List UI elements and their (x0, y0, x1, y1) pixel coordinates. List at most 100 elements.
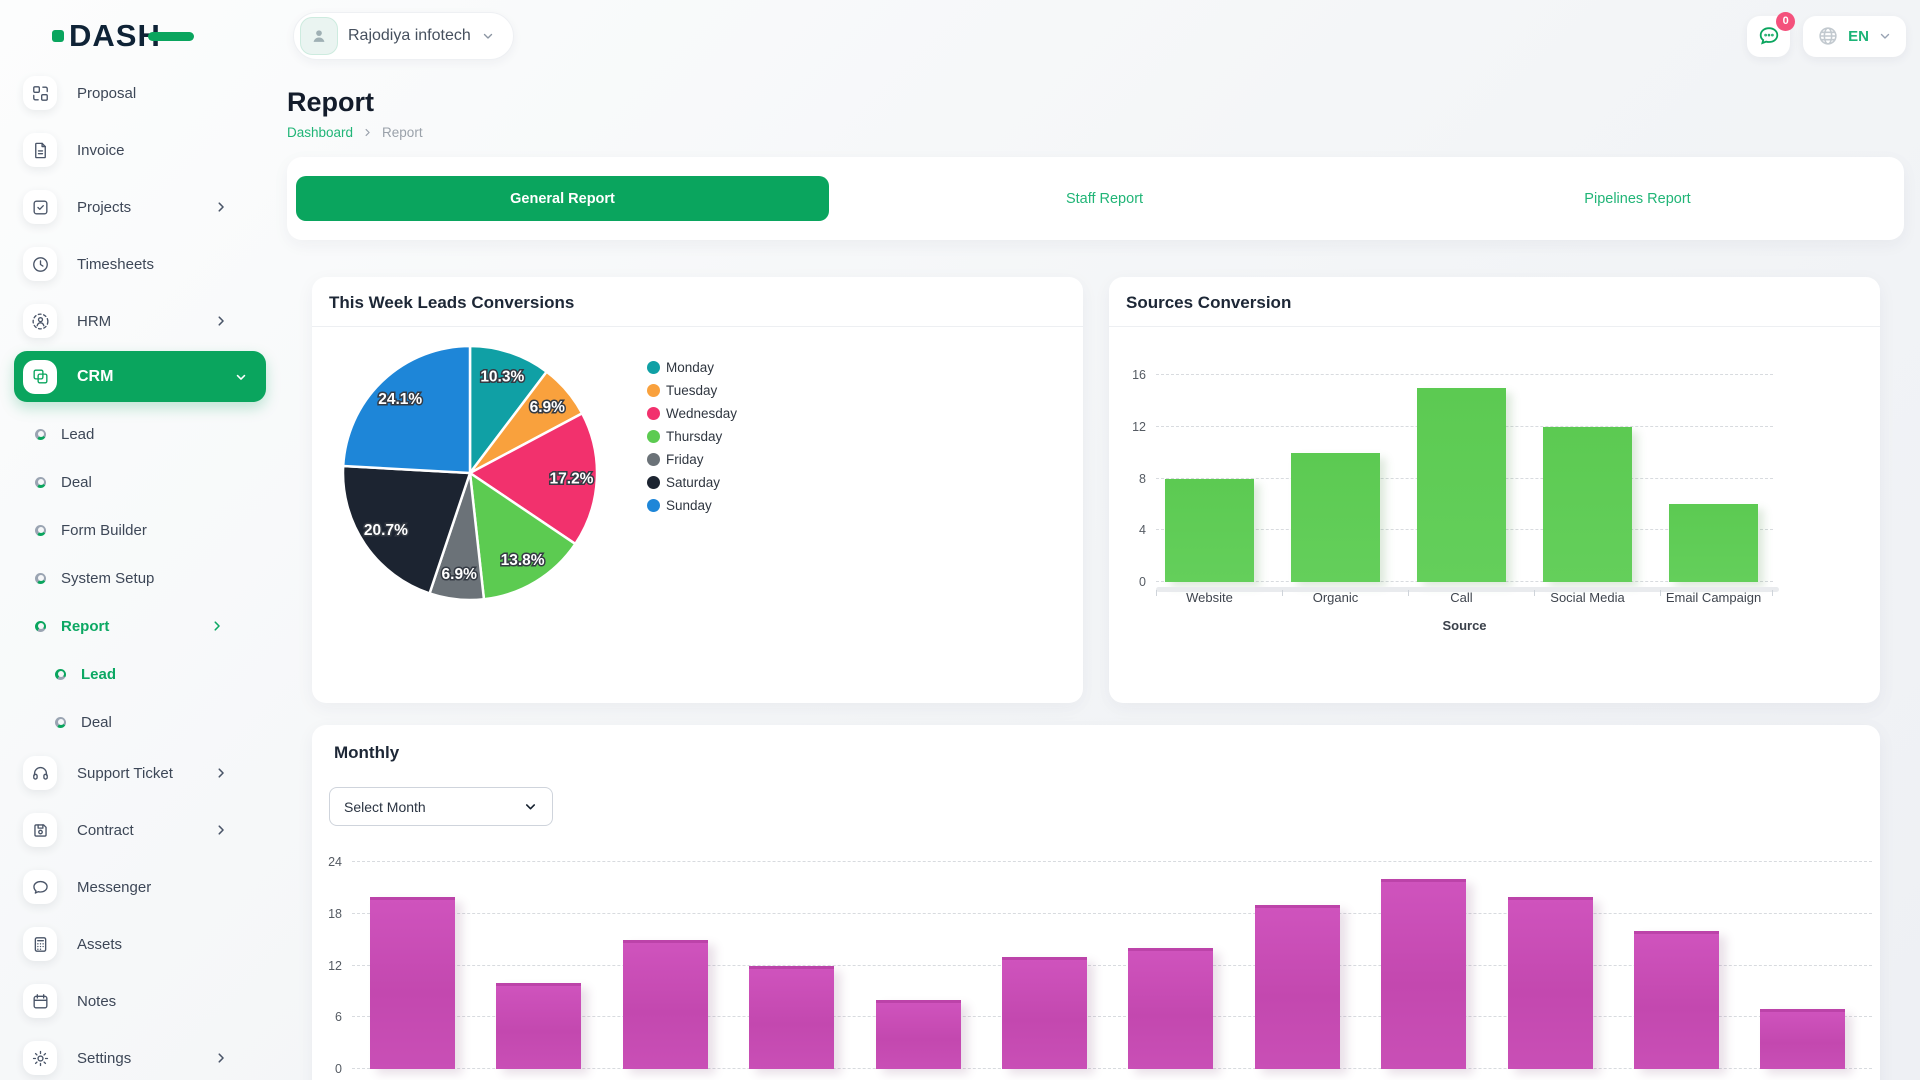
y-axis-tick: 18 (328, 906, 342, 921)
sidebar-subitem-report-deal[interactable]: Deal (23, 708, 256, 736)
top-header: DASH Rajodiya infotech 0 (0, 0, 1920, 72)
legend-label: Monday (666, 359, 715, 375)
pie-legend: Monday Tuesday Wednesday Thursday Friday Satu… (647, 360, 737, 521)
sidebar-item-label: HRM (77, 312, 112, 330)
bar-call (1417, 387, 1506, 582)
y-axis-tick: 0 (1139, 575, 1146, 589)
bar-email-campaign (1669, 504, 1758, 582)
sidebar-subitem-form-builder[interactable]: Form Builder (23, 516, 256, 544)
gridline (352, 964, 1872, 966)
legend-dot (647, 498, 660, 512)
sidebar-item-label: Deal (81, 713, 112, 731)
legend-item-wednesday[interactable]: Wednesday (647, 406, 737, 421)
report-tabs: General Report Staff Report Pipelines Repo… (287, 157, 1904, 240)
main-content: Report Dashboard Report General Report St… (270, 72, 1920, 1080)
breadcrumb: Dashboard Report (287, 125, 1904, 140)
pie-slice-value: 13.8% (501, 552, 545, 569)
bullet-icon (35, 620, 46, 632)
legend-item-saturday[interactable]: Saturday (647, 474, 737, 490)
y-axis-tick: 8 (1139, 471, 1146, 486)
sidebar-subitem-report-lead[interactable]: Lead (23, 660, 256, 688)
tab-pipelines-report[interactable]: Pipelines Report (1584, 190, 1691, 207)
legend-label: Saturday (666, 474, 721, 490)
chevron-down-icon (525, 804, 536, 810)
logo-dot (52, 30, 64, 42)
bar-organic (1291, 452, 1380, 582)
x-axis-label: Social Media (1550, 590, 1625, 605)
messenger-icon (23, 870, 57, 904)
projects-icon (23, 190, 57, 224)
gridline (352, 1068, 1872, 1069)
sidebar-subitem-deal[interactable]: Deal (23, 468, 256, 496)
bar-month-9 (1381, 879, 1467, 1069)
sidebar-item-timesheets[interactable]: Timesheets (23, 247, 256, 281)
sidebar-subitem-system-setup[interactable]: System Setup (23, 564, 256, 592)
legend-label: Sunday (666, 497, 712, 513)
sidebar-item-crm[interactable]: CRM (14, 351, 266, 402)
bullet-icon (35, 476, 46, 488)
sidebar-item-support-ticket[interactable]: Support Ticket (23, 756, 256, 790)
legend-item-thursday[interactable]: Thursday (647, 429, 737, 444)
pie-slice-value: 24.1% (378, 391, 422, 408)
messages-button[interactable]: 0 (1747, 11, 1796, 57)
sidebar-item-label: Report (61, 617, 110, 635)
app-logo[interactable]: DASH (52, 18, 194, 54)
chevron-down-icon (234, 370, 248, 384)
sidebar-item-proposal[interactable]: Proposal (23, 76, 256, 110)
sidebar-item-projects[interactable]: Projects (23, 190, 256, 224)
legend-item-friday[interactable]: Friday (647, 451, 737, 467)
sidebar-item-assets[interactable]: Assets (23, 927, 256, 961)
sidebar-item-notes[interactable]: Notes (23, 984, 256, 1018)
legend-label: Tuesday (666, 382, 718, 398)
month-select[interactable]: Select Month (329, 787, 553, 826)
legend-item-sunday[interactable]: Sunday (647, 497, 737, 513)
sidebar-item-label: System Setup (61, 569, 155, 587)
tab-staff-report[interactable]: Staff Report (1065, 190, 1144, 207)
bar-month-7 (1128, 948, 1214, 1069)
sidebar-item-invoice[interactable]: Invoice (23, 133, 256, 167)
sidebar-subitem-lead[interactable]: Lead (23, 420, 256, 448)
proposal-icon (23, 76, 57, 110)
crm-icon (23, 359, 57, 394)
sidebar-item-label: Contract (77, 821, 134, 839)
pie-slice-value: 10.3% (480, 369, 524, 386)
bullet-icon (35, 572, 46, 584)
breadcrumb-current: Report (382, 125, 423, 140)
axis-tick (1156, 590, 1157, 596)
bar-month-1 (370, 896, 455, 1069)
settings-icon (23, 1041, 57, 1075)
tab-general-report[interactable]: General Report (296, 176, 829, 221)
legend-item-monday[interactable]: Monday (647, 359, 737, 375)
x-axis-label: Call (1450, 590, 1473, 605)
sidebar-item-messenger[interactable]: Messenger (23, 870, 256, 904)
y-axis-tick: 0 (335, 1062, 342, 1076)
support-ticket-icon (23, 756, 57, 790)
sidebar-item-label: Proposal (77, 84, 137, 102)
y-axis-tick: 12 (328, 958, 342, 973)
sidebar-item-label: Lead (61, 425, 95, 443)
sidebar-item-label: Deal (61, 473, 92, 491)
sidebar-item-contract[interactable]: Contract (23, 813, 256, 847)
sidebar-item-settings[interactable]: Settings (23, 1041, 256, 1075)
language-selector[interactable]: EN (1803, 15, 1906, 57)
chevron-right-icon (362, 127, 373, 138)
bar-month-5 (875, 1000, 961, 1069)
gridline (352, 912, 1872, 914)
legend-dot (647, 383, 660, 397)
pie-slice-thursday (468, 471, 577, 601)
chevron-right-icon (210, 619, 224, 633)
legend-item-tuesday[interactable]: Tuesday (647, 382, 737, 398)
bar-month-4 (749, 965, 835, 1069)
bullet-icon (35, 524, 46, 536)
legend-dot (647, 452, 660, 466)
breadcrumb-dashboard-link[interactable]: Dashboard (287, 125, 354, 140)
card-title: This Week Leads Conversions (329, 293, 575, 312)
workspace-switcher[interactable]: Rajodiya infotech (293, 12, 514, 60)
legend-label: Friday (666, 451, 704, 467)
sidebar-item-label: Projects (77, 198, 132, 216)
language-code: EN (1848, 27, 1869, 45)
sidebar-subitem-report[interactable]: Report (23, 612, 256, 640)
x-axis-label: Organic (1312, 590, 1359, 605)
bar-website (1165, 478, 1254, 582)
sidebar-item-hrm[interactable]: HRM (23, 304, 256, 338)
